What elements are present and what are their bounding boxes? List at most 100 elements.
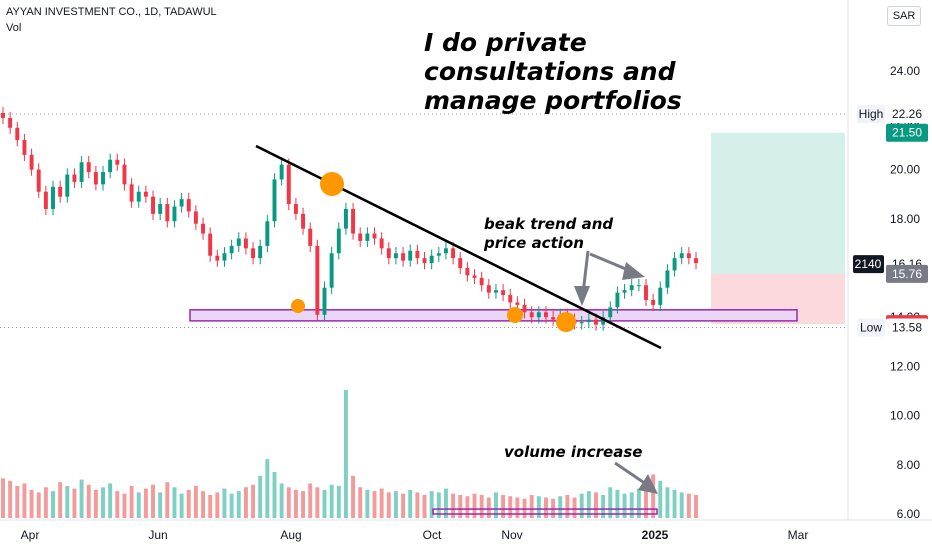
candle-body-34 xyxy=(243,238,248,249)
volume-bar-50 xyxy=(358,487,363,518)
price-label-bg-1 xyxy=(886,123,928,142)
volume-bar-45 xyxy=(322,489,327,518)
currency-selector[interactable]: SAR xyxy=(887,6,921,26)
candle-body-73 xyxy=(522,304,527,313)
volume-indicator-label[interactable]: Vol xyxy=(6,22,22,34)
candle-body-74 xyxy=(529,312,534,318)
countdown-label: 2140 xyxy=(855,257,882,271)
candle-body-26 xyxy=(186,199,191,212)
time-axis: Apr Jun Aug Oct Nov 2025 Mar xyxy=(21,528,809,542)
candle-body-95 xyxy=(679,253,684,259)
volume-bar-83 xyxy=(594,492,598,518)
volume-bar-95 xyxy=(679,492,684,518)
candle-body-29 xyxy=(208,233,213,256)
candle-body-45 xyxy=(322,287,327,315)
candle-body-2 xyxy=(15,127,20,141)
volume-bar-24 xyxy=(172,487,177,518)
x-tick-label-1: Jun xyxy=(148,528,167,542)
volume-bar-4 xyxy=(29,489,34,518)
candle-body-93 xyxy=(665,270,670,288)
x-tick-label-5: 2025 xyxy=(642,528,669,542)
volume-bar-43 xyxy=(308,483,313,518)
volume-bar-89 xyxy=(636,488,641,518)
break-trend-note-line1: beak trend and xyxy=(484,215,614,233)
volume-bar-16 xyxy=(115,491,120,518)
candle-body-71 xyxy=(508,295,513,303)
candle-body-31 xyxy=(222,253,227,261)
volume-bar-87 xyxy=(622,493,627,518)
volume-bar-55 xyxy=(393,491,398,518)
symbol-title[interactable]: AYYAN INVESTMENT CO., 1D, TADAWUL xyxy=(6,6,217,18)
volume-bar-23 xyxy=(165,482,170,518)
candle-body-47 xyxy=(336,228,341,254)
candle-body-70 xyxy=(501,290,506,296)
price-tag-5: Low xyxy=(860,321,882,335)
candle-body-39 xyxy=(279,164,284,180)
candle-body-91 xyxy=(651,299,656,305)
volume-bar-39 xyxy=(279,483,284,518)
price-label-value-0: 22.26 xyxy=(892,107,922,121)
candle-body-35 xyxy=(251,248,256,259)
volume-bar-22 xyxy=(158,492,163,518)
support-zone xyxy=(189,309,798,515)
candle-body-75 xyxy=(536,312,541,318)
consultation-note: I do private consultations and manage po… xyxy=(424,28,682,115)
candle-body-87 xyxy=(622,290,627,293)
volume-bar-19 xyxy=(136,492,141,518)
volume-bar-38 xyxy=(272,471,277,518)
candle-body-23 xyxy=(165,204,170,222)
volume-bar-8 xyxy=(58,482,63,518)
volume-bar-33 xyxy=(236,491,241,518)
candle-body-66 xyxy=(472,275,477,278)
orange-marker-1 xyxy=(291,299,305,313)
volume-bar-94 xyxy=(672,489,677,518)
candle-body-0 xyxy=(1,113,5,118)
orange-marker-0 xyxy=(320,172,344,196)
candle-body-43 xyxy=(308,228,313,246)
y-tick-label-0: 24.00 xyxy=(890,64,920,78)
volume-bar-7 xyxy=(51,491,55,518)
candle-body-68 xyxy=(486,285,491,293)
candle-body-92 xyxy=(658,287,663,305)
position-zones xyxy=(711,132,845,325)
candle-body-48 xyxy=(343,208,348,229)
price-label-value-1: 21.50 xyxy=(892,126,922,140)
volume-bar-29 xyxy=(208,494,213,518)
volume-bar-56 xyxy=(401,493,406,518)
candle-body-13 xyxy=(93,172,98,185)
candle-body-64 xyxy=(458,258,463,268)
candle-body-89 xyxy=(636,285,641,287)
volume-bars xyxy=(1,390,698,518)
volume-bar-88 xyxy=(629,492,634,518)
volume-increase-note: volume increase xyxy=(504,443,643,461)
countdown-label-bg xyxy=(853,255,884,274)
candle-body-27 xyxy=(193,211,198,224)
volume-bar-64 xyxy=(458,494,463,518)
y-tick-label-6: 10.00 xyxy=(890,409,920,423)
drawings xyxy=(255,144,662,494)
price-label-bg-0 xyxy=(886,105,928,124)
candle-body-53 xyxy=(379,238,384,249)
price-label-bg-3 xyxy=(886,264,928,283)
volume-bar-17 xyxy=(122,493,127,518)
candle-body-96 xyxy=(686,253,691,259)
candle-body-81 xyxy=(579,322,584,324)
candle-body-63 xyxy=(451,248,456,259)
candle-body-94 xyxy=(672,258,677,271)
volume-bar-70 xyxy=(501,494,506,518)
volume-bar-96 xyxy=(686,493,691,518)
volume-bar-30 xyxy=(215,492,220,518)
y-tick-label-5: 12.00 xyxy=(890,359,920,373)
candle-body-20 xyxy=(143,191,148,197)
candle-body-69 xyxy=(493,290,498,293)
candle-body-59 xyxy=(422,258,427,264)
volume-bar-10 xyxy=(72,488,77,518)
volume-bar-14 xyxy=(101,487,105,518)
candle-body-54 xyxy=(386,248,391,259)
candle-body-61 xyxy=(436,253,441,256)
candle-body-60 xyxy=(429,255,434,264)
candle-body-32 xyxy=(229,245,234,254)
candle-body-52 xyxy=(372,233,377,239)
candle-body-58 xyxy=(415,250,420,259)
x-tick-label-4: Nov xyxy=(501,528,522,542)
